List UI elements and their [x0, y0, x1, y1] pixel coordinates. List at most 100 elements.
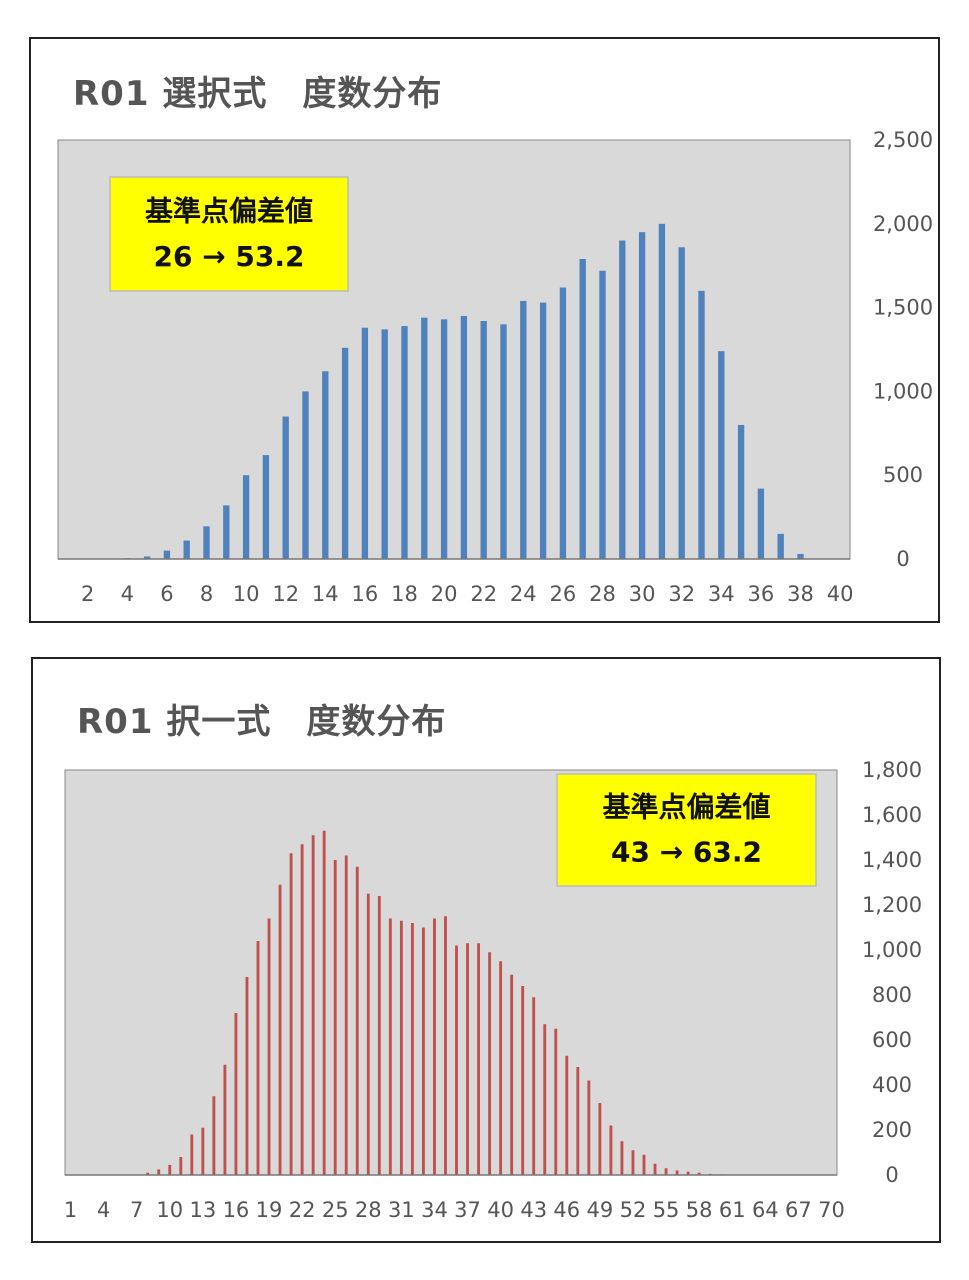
y-tick-label: 400: [872, 1073, 912, 1097]
bar-x37: [466, 943, 469, 1175]
bar-x18: [401, 326, 408, 559]
bar-x22: [300, 844, 304, 1175]
bar-x58: [697, 1172, 701, 1175]
bar-x8: [203, 526, 210, 559]
x-tick-label: 16: [223, 1198, 250, 1222]
x-tick-label: 30: [629, 582, 656, 606]
bar-x19: [421, 317, 428, 559]
bar-x55: [664, 1168, 668, 1175]
bar-x37: [777, 533, 784, 559]
x-tick-label: 67: [785, 1198, 812, 1222]
bar-x21: [460, 315, 468, 559]
bar-x16: [234, 1013, 238, 1175]
bar-x23: [500, 324, 507, 559]
x-tick-label: 10: [156, 1198, 183, 1222]
y-tick-label: 2,500: [873, 128, 933, 152]
y-tick-label: 0: [885, 1163, 898, 1187]
x-tick-label: 70: [818, 1198, 845, 1222]
x-tick-label: 22: [289, 1198, 316, 1222]
annotation-line1: 基準点偏差値: [145, 194, 313, 227]
x-tick-label: 46: [553, 1198, 580, 1222]
bar-x8: [146, 1172, 150, 1175]
x-tick-label: 24: [510, 582, 537, 606]
bar-x31: [658, 223, 666, 560]
x-tick-label: 32: [668, 582, 695, 606]
bar-x12: [190, 1134, 194, 1175]
bar-x15: [223, 1064, 227, 1175]
y-tick-label: 800: [872, 983, 912, 1007]
x-tick-label: 14: [312, 582, 339, 606]
bar-x11: [179, 1157, 183, 1175]
bar-x26: [344, 855, 348, 1175]
bar-x33: [421, 927, 425, 1175]
x-tick-label: 12: [272, 582, 299, 606]
bar-x6: [163, 550, 171, 559]
bar-x18: [256, 941, 260, 1175]
bar-x36: [455, 945, 458, 1175]
bar-x31: [399, 920, 403, 1175]
bar-x12: [282, 416, 289, 559]
bar-x25: [539, 302, 547, 559]
x-tick-label: 40: [827, 582, 854, 606]
bar-x21: [289, 853, 293, 1175]
chart-title: R01 選択式 度数分布: [73, 74, 443, 114]
bar-x43: [532, 997, 536, 1175]
bar-x32: [678, 247, 685, 559]
bar-x14: [212, 1096, 216, 1175]
histogram-chart-selection: 2 4 6 8 10 12 14 16 18 20 22 24 26 28 30 32 34 36 38 400500…: [57, 128, 933, 606]
bar-x10: [242, 475, 250, 559]
bar-x35: [444, 916, 447, 1175]
x-tick-label: 1: [64, 1198, 77, 1222]
x-tick-label: 49: [587, 1198, 614, 1222]
x-tick-label: 4: [97, 1198, 110, 1222]
bar-x17: [381, 329, 388, 559]
bar-x10: [168, 1164, 172, 1176]
x-tick-label: 7: [130, 1198, 143, 1222]
bar-x46: [565, 1055, 569, 1175]
x-tick-label: 6: [160, 582, 173, 606]
annotation-box: [109, 176, 349, 292]
x-tick-label: 19: [256, 1198, 283, 1222]
bar-x28: [599, 270, 606, 559]
bar-x30: [388, 918, 392, 1175]
x-tick-label: 26: [550, 582, 577, 606]
bar-x29: [377, 896, 381, 1175]
bar-x29: [619, 240, 626, 559]
x-tick-label: 43: [520, 1198, 547, 1222]
bar-x25: [333, 860, 337, 1175]
bar-x49: [598, 1103, 602, 1175]
bar-x38: [477, 943, 481, 1175]
y-tick-label: 1,400: [862, 848, 922, 872]
bar-x20: [440, 319, 448, 559]
bar-x14: [322, 371, 329, 559]
bar-x11: [262, 455, 270, 559]
bar-x22: [480, 321, 487, 559]
y-tick-label: 500: [883, 463, 923, 487]
bar-x23: [311, 835, 315, 1175]
x-tick-label: 40: [487, 1198, 514, 1222]
bar-x27: [579, 259, 586, 559]
x-tick-label: 22: [470, 582, 497, 606]
y-tick-label: 1,800: [862, 758, 922, 782]
bar-x28: [366, 893, 370, 1175]
bar-x15: [341, 347, 349, 559]
bar-x34: [718, 351, 725, 559]
y-tick-label: 1,600: [862, 803, 922, 827]
bar-x17: [245, 977, 249, 1175]
bar-x57: [686, 1171, 690, 1176]
y-tick-label: 1,000: [873, 379, 933, 403]
x-tick-label: 34: [708, 582, 735, 606]
bar-x54: [653, 1163, 657, 1175]
bar-x7: [183, 540, 190, 559]
bar-x32: [410, 923, 414, 1175]
x-tick-label: 36: [748, 582, 775, 606]
y-tick-label: 1,500: [873, 296, 933, 320]
histogram-chart-multiple-choice: 1 4 7 10 13 16 19 22 25 28 31 34 37 40 43 46 49 52 55 58 61 6…: [64, 758, 922, 1222]
bar-x24: [322, 830, 326, 1175]
bar-x41: [510, 974, 514, 1175]
x-tick-label: 8: [200, 582, 213, 606]
bar-x20: [278, 884, 282, 1175]
annotation-box: [556, 773, 817, 887]
x-tick-label: 64: [752, 1198, 779, 1222]
x-tick-label: 25: [322, 1198, 349, 1222]
